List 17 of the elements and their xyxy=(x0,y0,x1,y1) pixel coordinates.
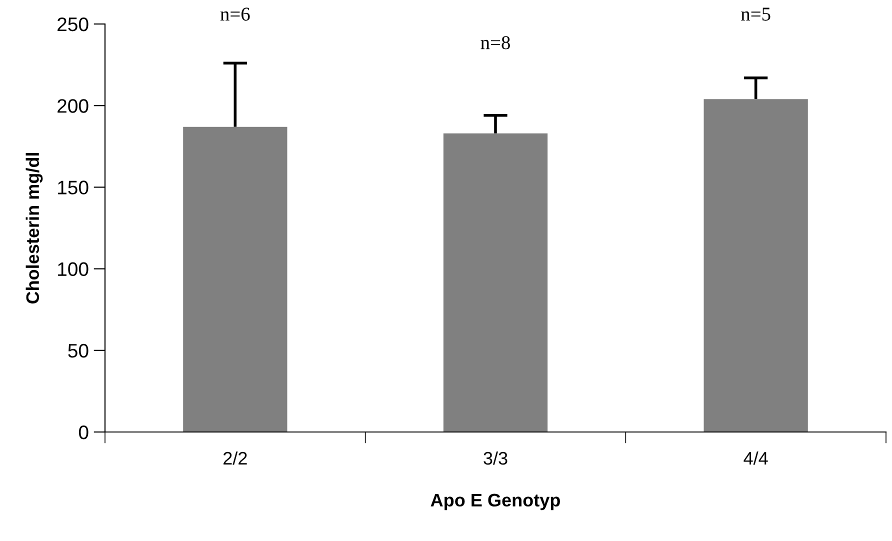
bar xyxy=(704,99,808,432)
y-tick-label: 250 xyxy=(58,17,88,32)
text: n=5 xyxy=(741,8,770,21)
bar xyxy=(183,126,288,432)
x-axis-title: Apo E Genotyp xyxy=(430,494,560,510)
y-tick-label: 150 xyxy=(58,180,88,194)
text: n=6 xyxy=(220,8,250,21)
y-tick-label: 0 xyxy=(78,425,88,440)
y-axis-title: Cholesterin mg/dl xyxy=(26,153,43,304)
bar xyxy=(443,133,548,432)
y-tick-label: 100 xyxy=(58,262,88,276)
x-tick-label: 4/4 xyxy=(744,451,768,465)
x-tick-label: 3/3 xyxy=(484,451,508,465)
y-tick-label: 200 xyxy=(58,99,88,113)
x-tick-label: 2/2 xyxy=(224,451,247,465)
y-tick-label: 50 xyxy=(68,344,88,358)
annotation: n=8 xyxy=(480,36,510,50)
